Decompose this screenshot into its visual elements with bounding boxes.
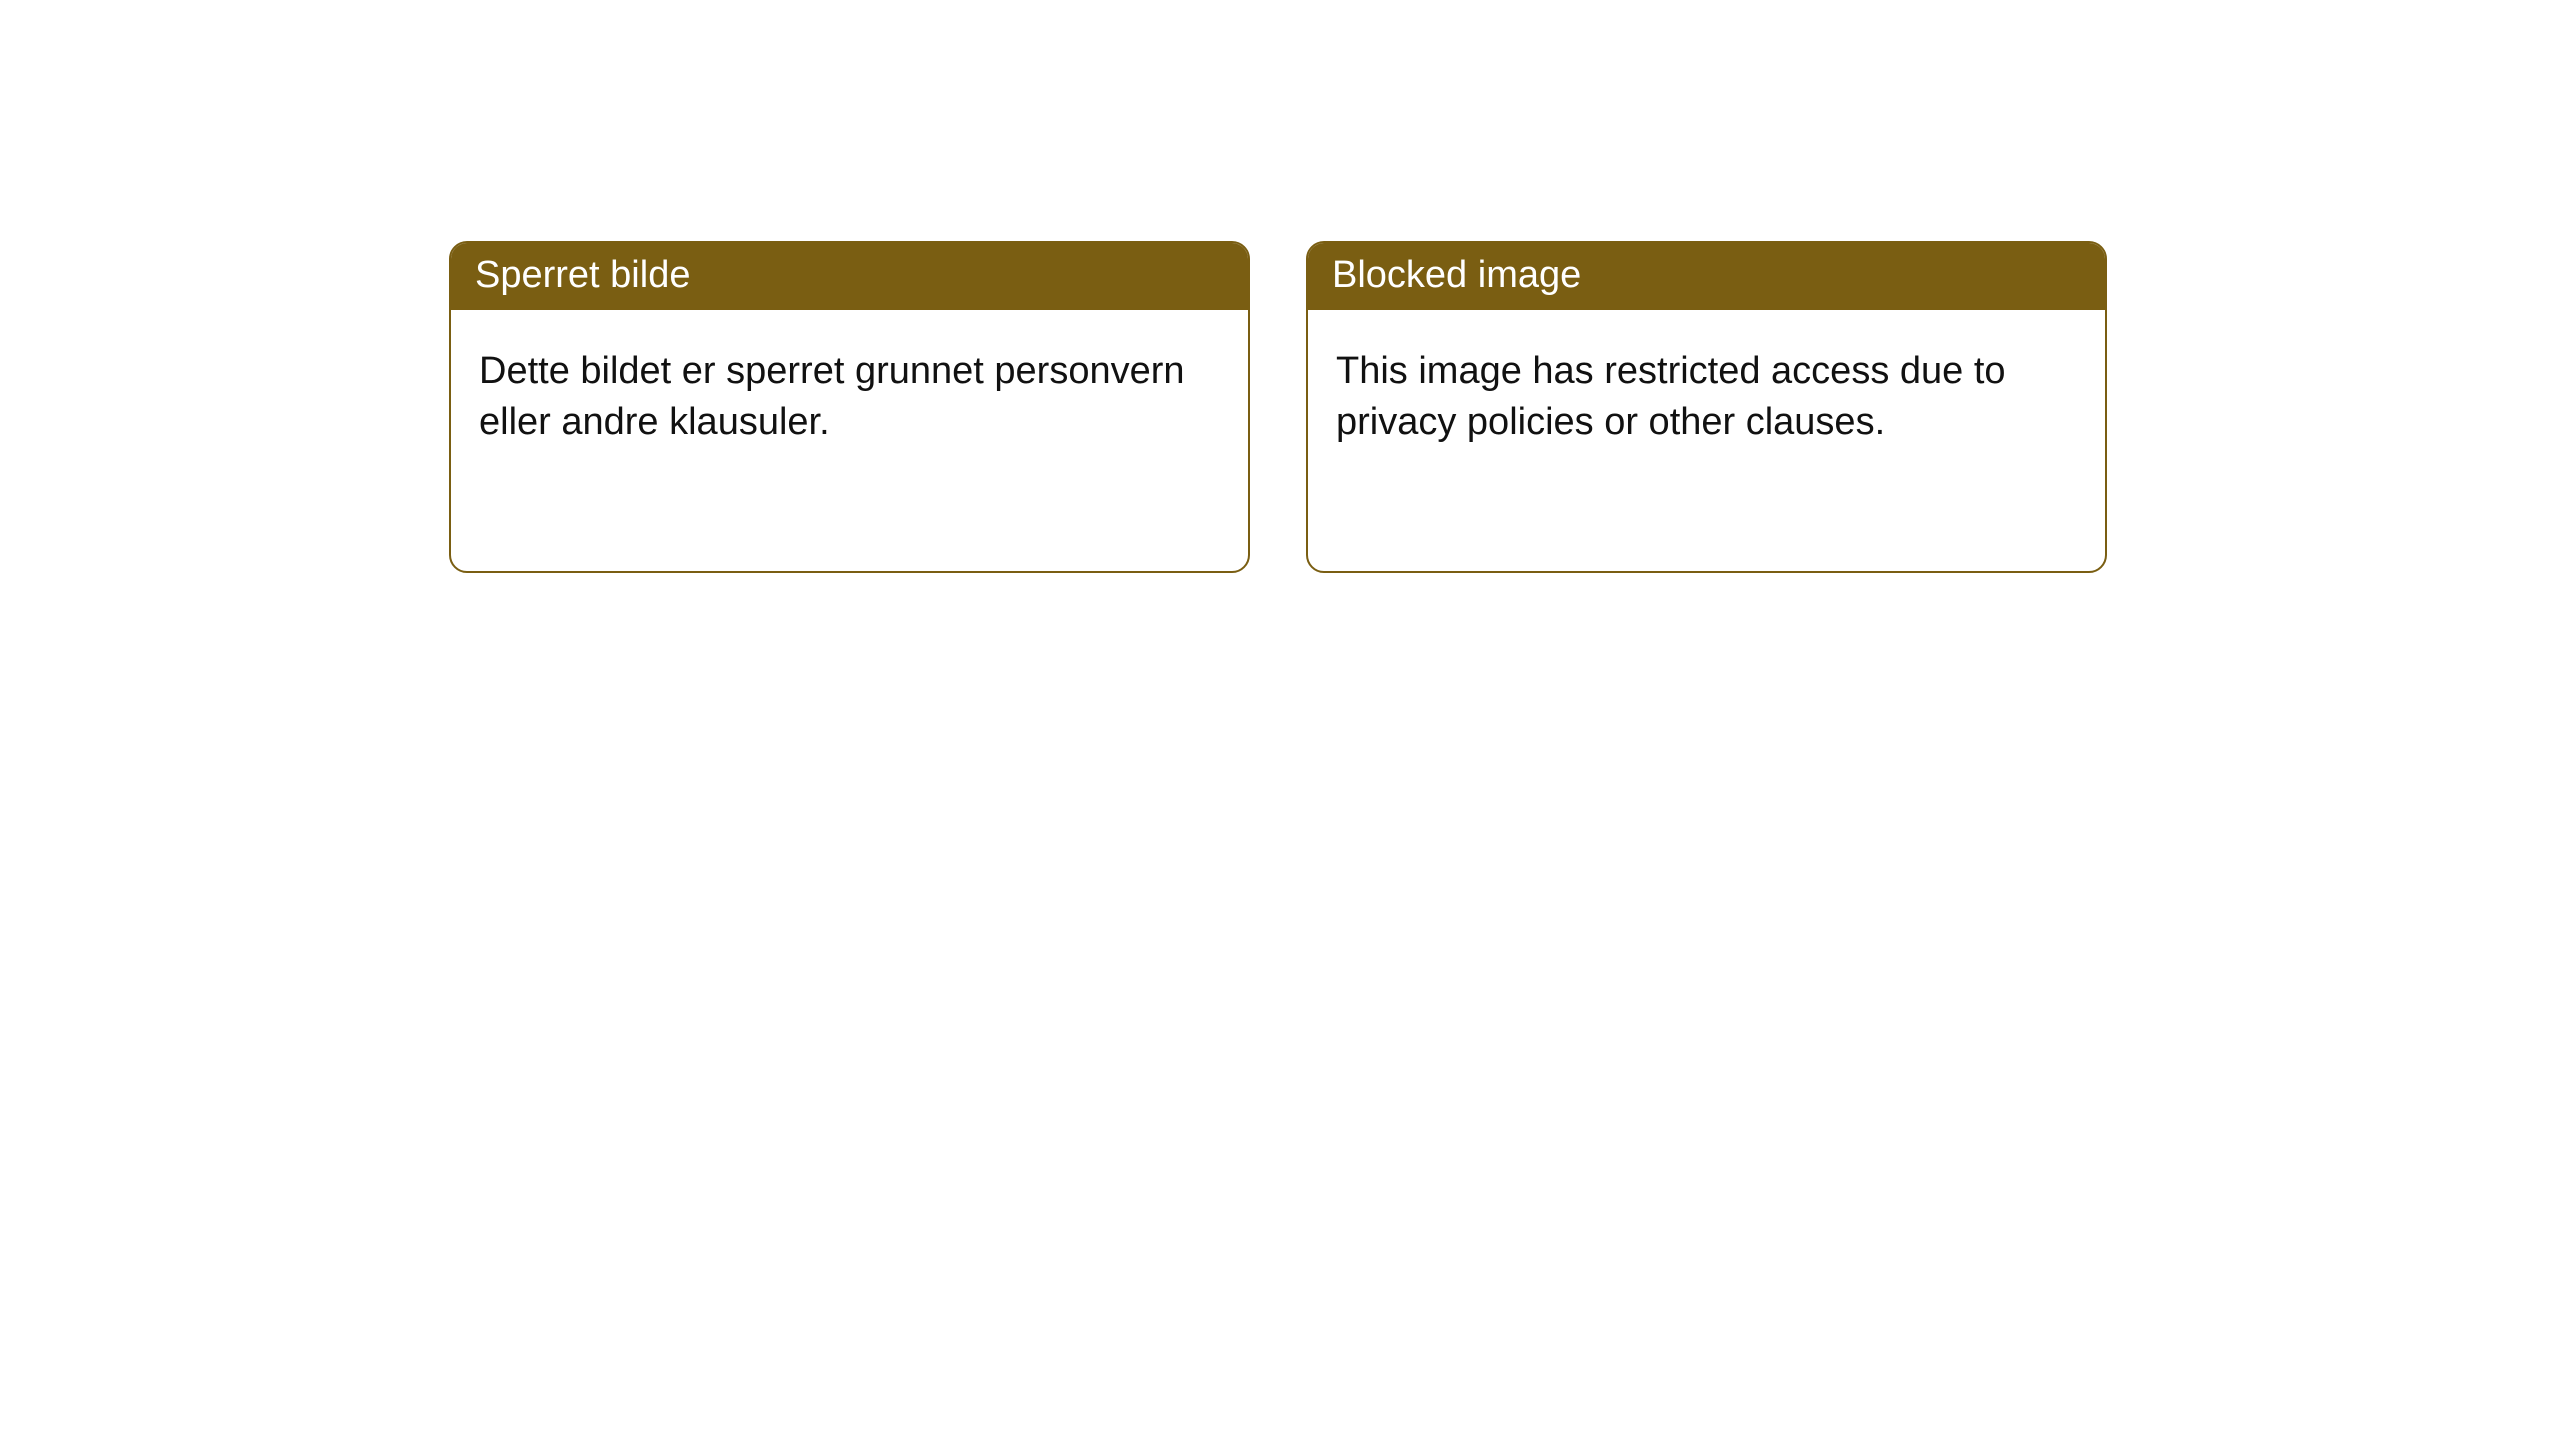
notice-body-en: This image has restricted access due to …: [1308, 310, 2105, 482]
notice-card-no: Sperret bilde Dette bildet er sperret gr…: [449, 241, 1250, 573]
notice-container: Sperret bilde Dette bildet er sperret gr…: [0, 0, 2560, 573]
notice-header-no: Sperret bilde: [451, 243, 1248, 310]
notice-header-en: Blocked image: [1308, 243, 2105, 310]
notice-body-no: Dette bildet er sperret grunnet personve…: [451, 310, 1248, 482]
notice-card-en: Blocked image This image has restricted …: [1306, 241, 2107, 573]
